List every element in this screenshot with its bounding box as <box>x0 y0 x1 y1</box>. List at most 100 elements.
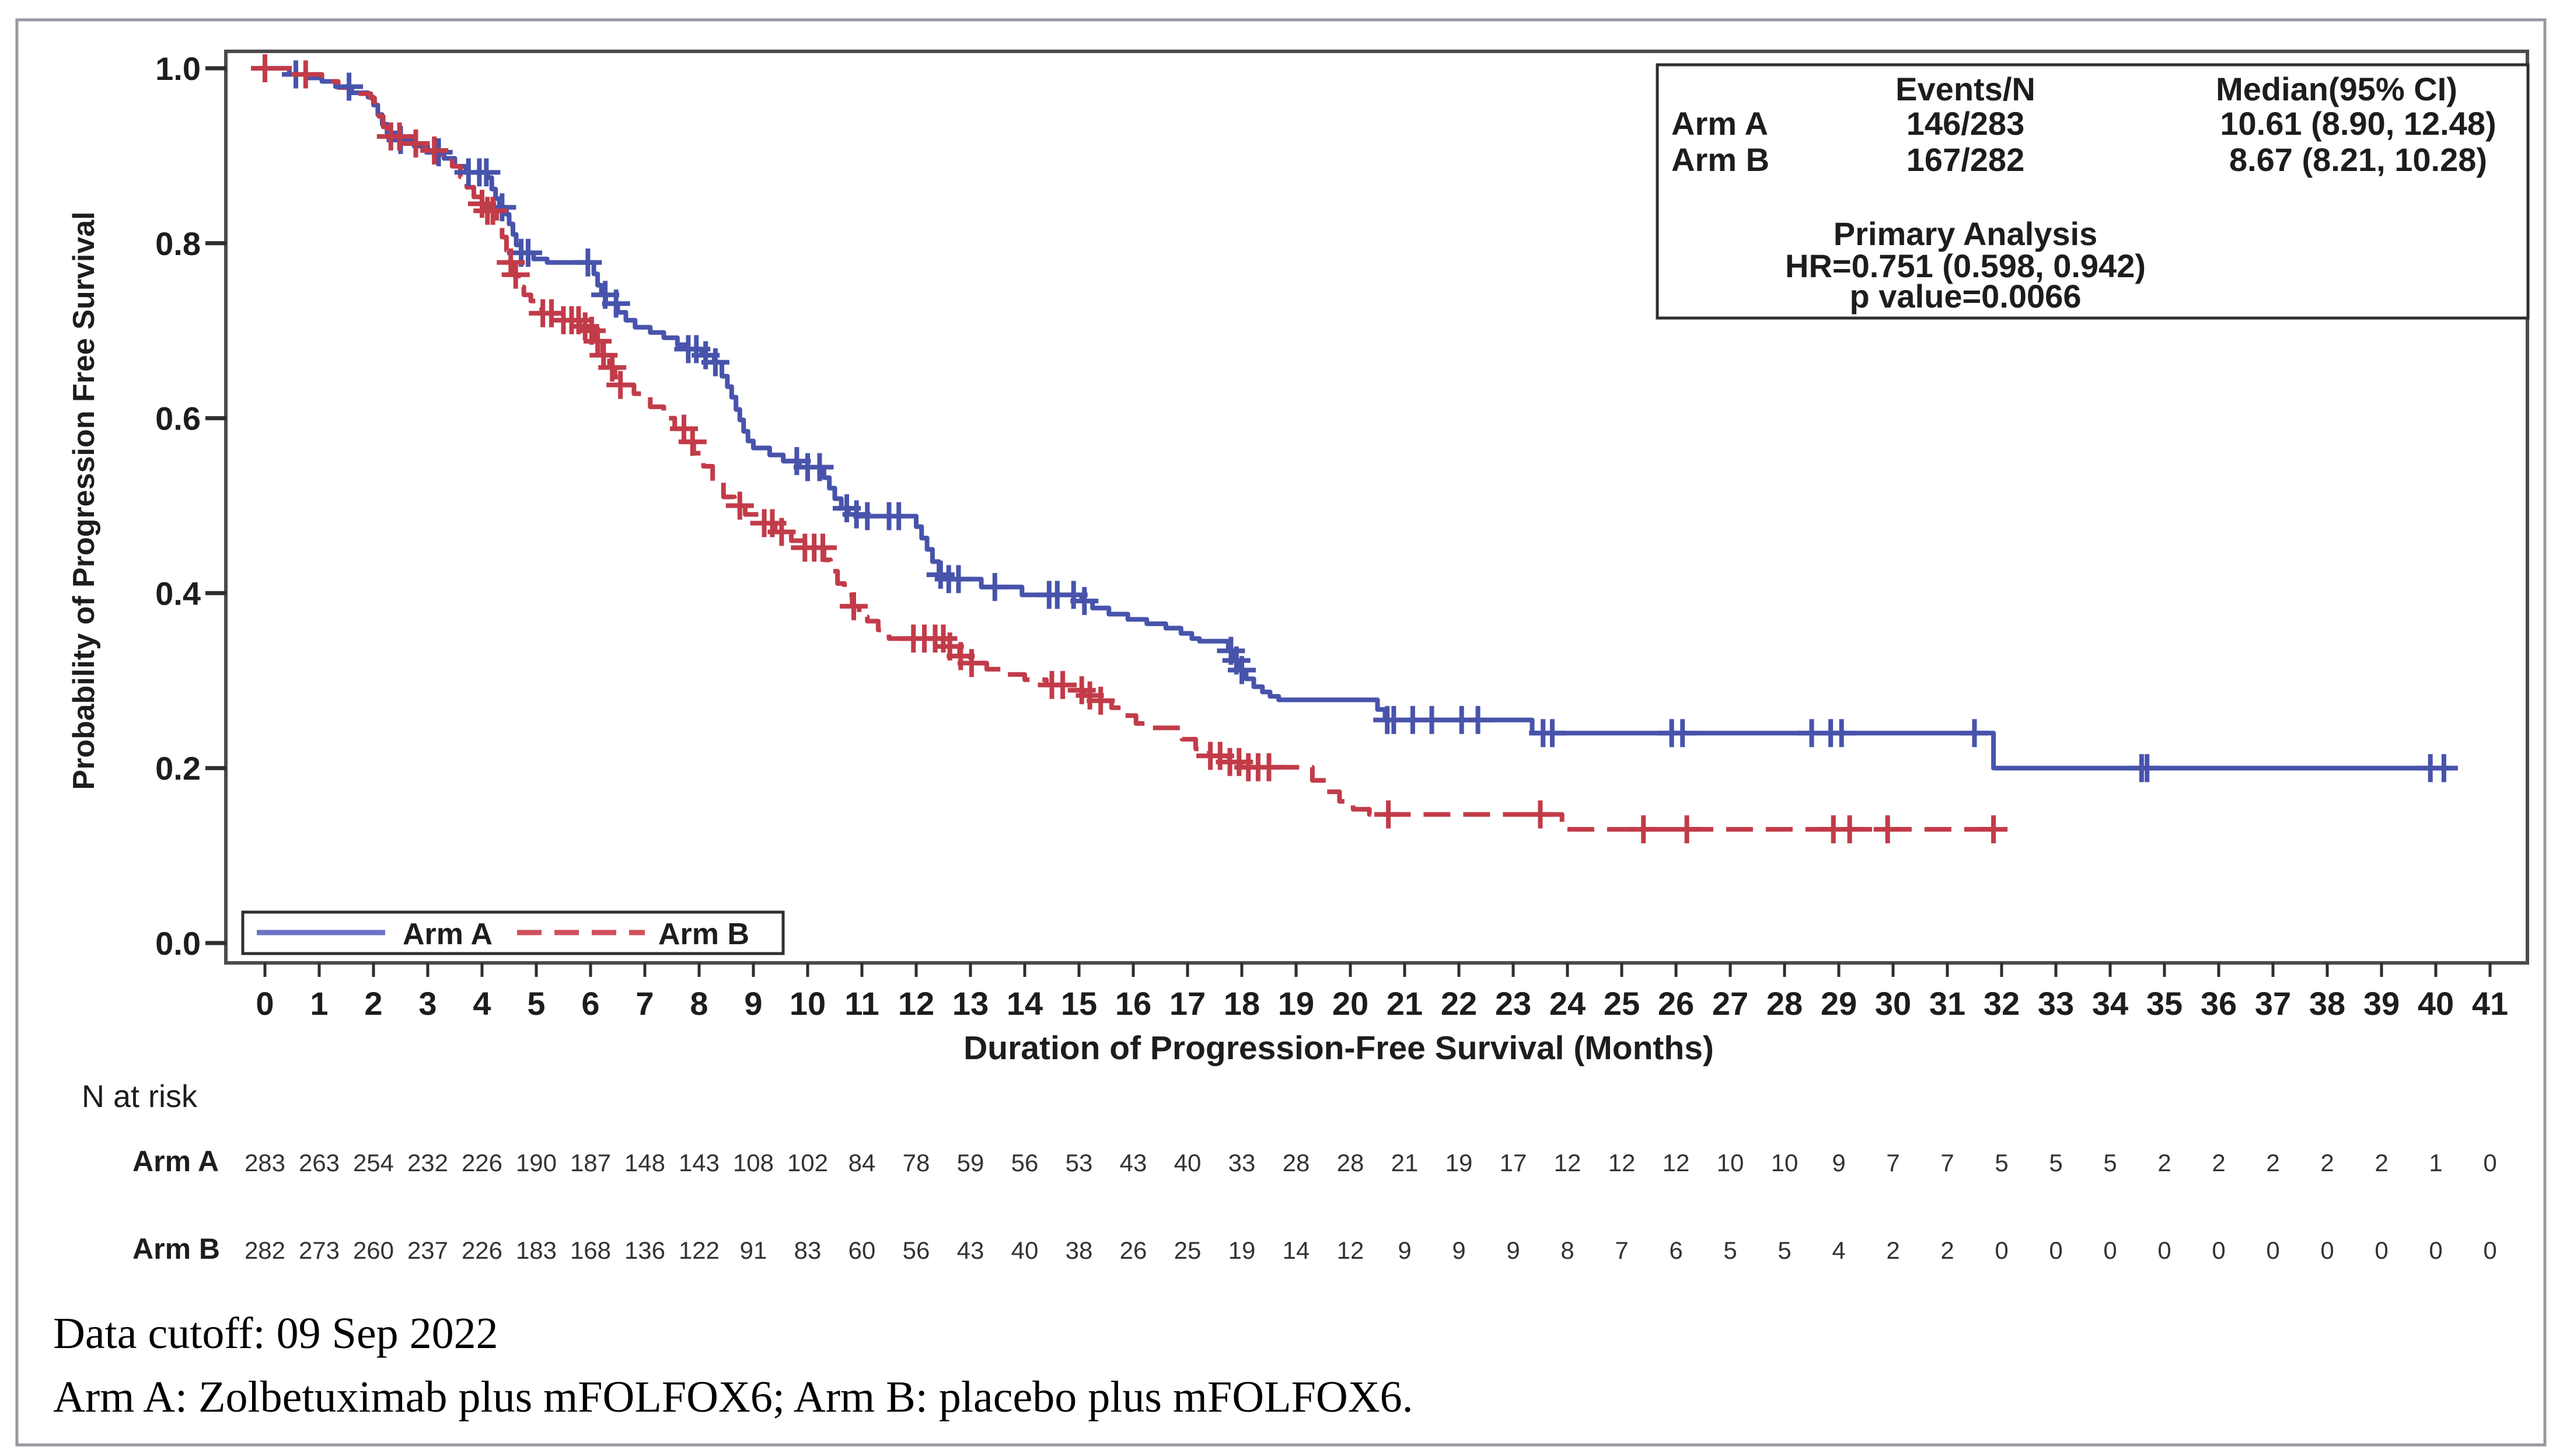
svg-text:2: 2 <box>2266 1149 2279 1176</box>
svg-text:Probability of Progression Fre: Probability of Progression Free Survival <box>67 211 101 790</box>
svg-text:40: 40 <box>2418 985 2454 1022</box>
svg-text:60: 60 <box>848 1237 876 1264</box>
svg-text:9: 9 <box>1452 1237 1465 1264</box>
svg-text:254: 254 <box>353 1149 394 1176</box>
svg-text:5: 5 <box>1778 1237 1791 1264</box>
svg-text:7: 7 <box>635 985 654 1022</box>
svg-text:8: 8 <box>690 985 708 1022</box>
svg-text:16: 16 <box>1115 985 1151 1022</box>
svg-text:2: 2 <box>2212 1149 2225 1176</box>
svg-text:6: 6 <box>581 985 599 1022</box>
svg-text:273: 273 <box>299 1237 340 1264</box>
svg-text:84: 84 <box>848 1149 876 1176</box>
svg-text:23: 23 <box>1495 985 1531 1022</box>
svg-text:143: 143 <box>679 1149 720 1176</box>
svg-text:Duration of Progression-Free S: Duration of Progression-Free Survival (M… <box>963 1029 1714 1067</box>
svg-text:0: 0 <box>2049 1237 2062 1264</box>
svg-text:0.2: 0.2 <box>155 750 201 787</box>
svg-text:38: 38 <box>2309 985 2345 1022</box>
svg-text:18: 18 <box>1224 985 1260 1022</box>
svg-text:78: 78 <box>903 1149 930 1176</box>
svg-text:8: 8 <box>1560 1237 1574 1264</box>
svg-text:33: 33 <box>2038 985 2074 1022</box>
svg-text:7: 7 <box>1615 1237 1628 1264</box>
svg-text:28: 28 <box>1766 985 1803 1022</box>
svg-text:0: 0 <box>2266 1237 2279 1264</box>
svg-text:4: 4 <box>1832 1237 1845 1264</box>
svg-text:26: 26 <box>1120 1237 1147 1264</box>
svg-text:Data cutoff: 09 Sep 2022: Data cutoff: 09 Sep 2022 <box>53 1309 498 1358</box>
svg-text:283: 283 <box>245 1149 285 1176</box>
svg-text:260: 260 <box>353 1237 394 1264</box>
svg-text:Median(95% CI): Median(95% CI) <box>2216 71 2457 107</box>
svg-text:12: 12 <box>898 985 934 1022</box>
svg-text:1.0: 1.0 <box>155 50 201 87</box>
svg-text:2: 2 <box>2157 1149 2171 1176</box>
svg-text:5: 5 <box>527 985 545 1022</box>
svg-text:5: 5 <box>2049 1149 2062 1176</box>
svg-text:34: 34 <box>2092 985 2128 1022</box>
svg-text:Arm A: Zolbetuximab plus mFOLF: Arm A: Zolbetuximab plus mFOLFOX6; Arm B… <box>53 1373 1413 1422</box>
svg-text:167/282: 167/282 <box>1906 141 2024 178</box>
svg-text:Arm B: Arm B <box>132 1232 220 1265</box>
svg-text:0: 0 <box>1995 1237 2008 1264</box>
svg-text:168: 168 <box>570 1237 611 1264</box>
svg-text:4: 4 <box>473 985 491 1022</box>
svg-text:10: 10 <box>790 985 826 1022</box>
svg-text:Arm A: Arm A <box>1671 105 1768 142</box>
svg-text:5: 5 <box>1995 1149 2008 1176</box>
svg-text:11: 11 <box>844 985 879 1022</box>
svg-text:Arm B: Arm B <box>1671 141 1769 178</box>
svg-text:0.0: 0.0 <box>155 925 201 962</box>
svg-text:17: 17 <box>1169 985 1206 1022</box>
svg-text:9: 9 <box>1398 1237 1411 1264</box>
svg-text:282: 282 <box>245 1237 285 1264</box>
svg-text:190: 190 <box>516 1149 557 1176</box>
svg-text:2: 2 <box>364 985 382 1022</box>
svg-text:0: 0 <box>2483 1237 2496 1264</box>
svg-text:0: 0 <box>256 985 274 1022</box>
svg-text:43: 43 <box>957 1237 984 1264</box>
svg-text:21: 21 <box>1387 985 1423 1022</box>
svg-text:12: 12 <box>1337 1237 1364 1264</box>
svg-text:28: 28 <box>1283 1149 1310 1176</box>
svg-text:0: 0 <box>2483 1149 2496 1176</box>
svg-text:7: 7 <box>1940 1149 1954 1176</box>
svg-text:136: 136 <box>624 1237 665 1264</box>
svg-text:12: 12 <box>1608 1149 1636 1176</box>
svg-text:19: 19 <box>1228 1237 1256 1264</box>
svg-text:13: 13 <box>952 985 989 1022</box>
svg-text:15: 15 <box>1061 985 1097 1022</box>
svg-text:12: 12 <box>1554 1149 1581 1176</box>
svg-text:36: 36 <box>2201 985 2237 1022</box>
svg-text:91: 91 <box>740 1237 767 1264</box>
svg-text:0.6: 0.6 <box>155 400 201 437</box>
svg-text:232: 232 <box>407 1149 448 1176</box>
svg-text:59: 59 <box>957 1149 984 1176</box>
svg-text:2: 2 <box>2375 1149 2388 1176</box>
svg-text:14: 14 <box>1007 985 1043 1022</box>
svg-text:1: 1 <box>310 985 328 1022</box>
svg-text:9: 9 <box>1506 1237 1520 1264</box>
svg-text:25: 25 <box>1174 1237 1202 1264</box>
svg-text:29: 29 <box>1821 985 1857 1022</box>
svg-text:22: 22 <box>1441 985 1477 1022</box>
svg-text:2: 2 <box>1940 1237 1954 1264</box>
svg-text:0: 0 <box>2212 1237 2225 1264</box>
svg-text:226: 226 <box>462 1237 502 1264</box>
svg-text:122: 122 <box>679 1237 720 1264</box>
svg-text:12: 12 <box>1663 1149 1690 1176</box>
svg-text:14: 14 <box>1283 1237 1310 1264</box>
svg-text:146/283: 146/283 <box>1906 105 2024 142</box>
svg-text:237: 237 <box>407 1237 448 1264</box>
svg-text:19: 19 <box>1445 1149 1473 1176</box>
svg-text:N at risk: N at risk <box>82 1079 198 1114</box>
svg-text:p value=0.0066: p value=0.0066 <box>1850 278 2082 315</box>
svg-text:37: 37 <box>2255 985 2291 1022</box>
svg-text:5: 5 <box>2103 1149 2117 1176</box>
svg-text:56: 56 <box>903 1237 930 1264</box>
svg-text:148: 148 <box>624 1149 665 1176</box>
svg-text:7: 7 <box>1886 1149 1899 1176</box>
svg-text:25: 25 <box>1604 985 1640 1022</box>
svg-text:2: 2 <box>1886 1237 1899 1264</box>
